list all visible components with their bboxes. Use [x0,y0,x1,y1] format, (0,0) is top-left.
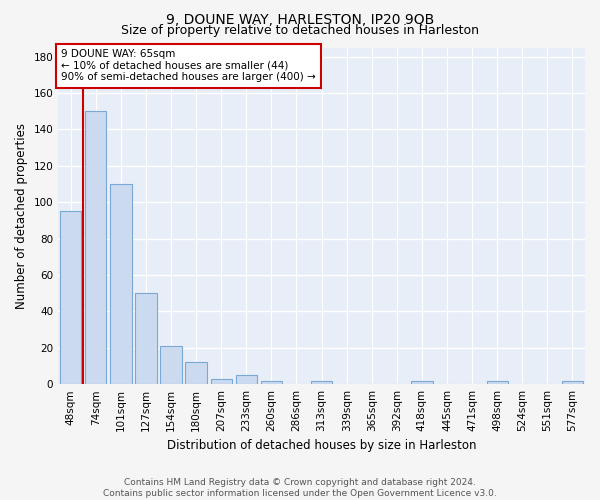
Bar [487,380,508,384]
Text: Size of property relative to detached houses in Harleston: Size of property relative to detached ho… [121,24,479,37]
Bar [311,380,332,384]
Bar [562,380,583,384]
Bar [411,380,433,384]
Bar [136,293,157,384]
Bar [110,184,131,384]
Bar [60,212,82,384]
Text: 9 DOUNE WAY: 65sqm
← 10% of detached houses are smaller (44)
90% of semi-detache: 9 DOUNE WAY: 65sqm ← 10% of detached hou… [61,49,316,82]
Bar [236,375,257,384]
Bar [160,346,182,384]
Bar [211,378,232,384]
Bar [85,111,106,384]
Y-axis label: Number of detached properties: Number of detached properties [15,123,28,309]
Bar [261,380,282,384]
Text: 9, DOUNE WAY, HARLESTON, IP20 9QB: 9, DOUNE WAY, HARLESTON, IP20 9QB [166,12,434,26]
Text: Contains HM Land Registry data © Crown copyright and database right 2024.
Contai: Contains HM Land Registry data © Crown c… [103,478,497,498]
Bar [185,362,207,384]
X-axis label: Distribution of detached houses by size in Harleston: Distribution of detached houses by size … [167,440,476,452]
